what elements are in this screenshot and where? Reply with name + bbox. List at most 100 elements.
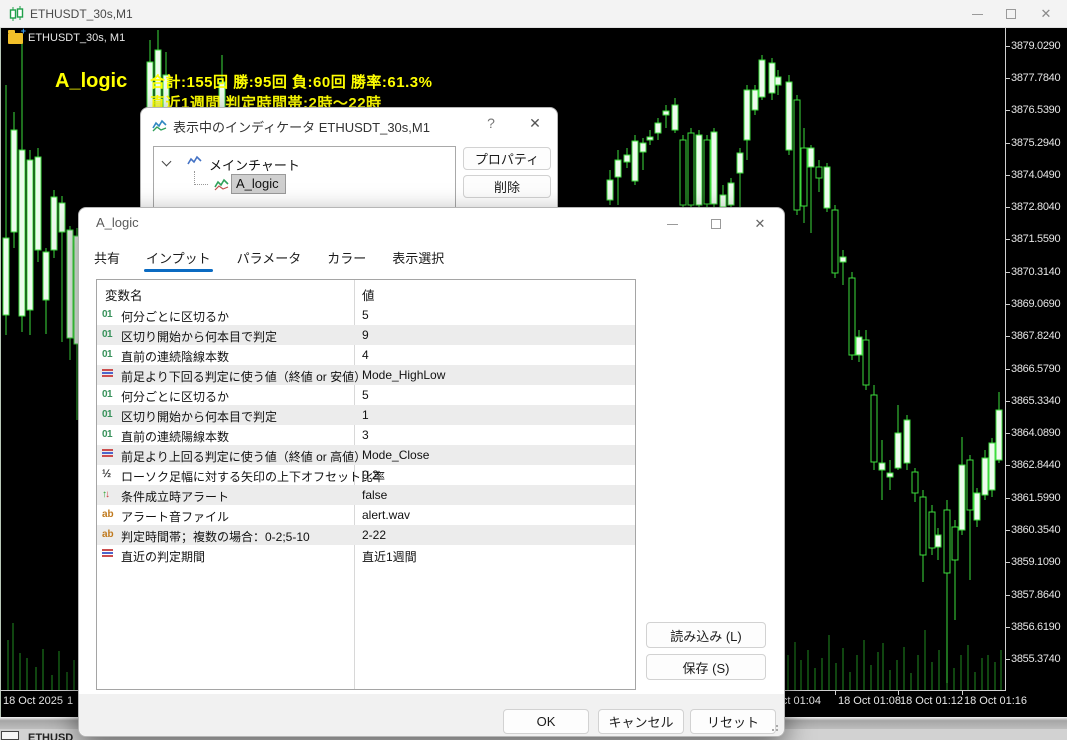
price-tick — [1005, 336, 1010, 337]
time-axis-label: 18 Oct 01:08 — [838, 695, 901, 707]
param-value[interactable]: alert.wav — [362, 508, 411, 522]
param-name: 直前の連続陰線本数 — [121, 350, 230, 364]
chart-tab-button[interactable] — [1, 731, 19, 740]
table-row[interactable]: 01 直前の連続陰線本数 4 — [97, 345, 635, 365]
chart-symbol-label: ETHUSDT_30s, M1 — [28, 32, 126, 44]
param-value[interactable]: 4 — [362, 348, 369, 362]
load-button[interactable]: 読み込み (L) — [646, 622, 766, 648]
indicator-dialog-icon — [152, 118, 168, 137]
param-value[interactable]: Mode_HighLow — [362, 368, 446, 382]
table-row[interactable]: 01 直前の連続陽線本数 3 — [97, 425, 635, 445]
price-axis-label: 3877.7840 — [1011, 72, 1061, 84]
window-maximize-button[interactable] — [994, 0, 1028, 28]
param-name: 条件成立時アラート — [121, 490, 230, 504]
tab-3[interactable]: カラー — [327, 251, 367, 266]
bool-param-icon: ↑↓ — [102, 489, 110, 500]
tab-4[interactable]: 表示選択 — [392, 251, 445, 266]
double-param-icon: ½ — [102, 468, 112, 480]
price-axis-label: 3872.8040 — [1011, 201, 1061, 213]
price-tick — [1005, 78, 1010, 79]
resize-grip[interactable] — [768, 721, 778, 731]
chevron-down-icon[interactable] — [161, 156, 172, 167]
price-axis-label: 3865.3340 — [1011, 395, 1061, 407]
param-value[interactable]: Mode_Close — [362, 448, 430, 462]
table-row[interactable]: 前足より上回る判定に使う値（終値 or 高値） Mode_Close — [97, 445, 635, 465]
integer-param-icon: 01 — [102, 389, 113, 400]
price-tick — [1005, 110, 1010, 111]
param-name: 何分ごとに区切るか — [121, 390, 230, 404]
param-value[interactable]: 5 — [362, 308, 369, 322]
time-tick — [835, 691, 836, 695]
param-name: 前足より上回る判定に使う値（終値 or 高値） — [121, 450, 367, 464]
dialog-maximize-button[interactable] — [701, 212, 731, 236]
table-row[interactable]: 01 何分ごとに区切るか 5 — [97, 305, 635, 325]
string-param-icon: ab — [102, 509, 114, 520]
tree-connector — [194, 171, 208, 185]
price-axis-label: 3875.2940 — [1011, 137, 1061, 149]
table-row[interactable]: 01 区切り開始から何本目で判定 1 — [97, 405, 635, 425]
price-axis-label: 3859.1090 — [1011, 556, 1061, 568]
header-value: 値 — [362, 289, 375, 303]
save-button[interactable]: 保存 (S) — [646, 654, 766, 680]
properties-dialog-title[interactable]: A_logic — [96, 215, 139, 230]
enum-param-icon — [102, 548, 117, 561]
price-axis-label: 3876.5390 — [1011, 104, 1061, 116]
dialog-minimize-button[interactable] — [657, 212, 687, 236]
indicator-dialog-close-button[interactable]: ✕ — [529, 115, 541, 131]
indicator-dialog-title[interactable]: 表示中のインディケータ ETHUSDT_30s,M1 — [173, 120, 430, 135]
tree-item-a-logic[interactable]: A_logic — [231, 174, 286, 194]
param-name: 区切り開始から何本目で判定 — [121, 410, 278, 424]
table-row[interactable]: ½ ローソク足幅に対する矢印の上下オフセット比率 0.2 — [97, 465, 635, 485]
folder-icon — [8, 26, 26, 44]
price-tick — [1005, 659, 1010, 660]
price-tick — [1005, 562, 1010, 563]
time-tick — [962, 691, 963, 695]
table-row[interactable]: 前足より下回る判定に使う値（終値 or 安値） Mode_HighLow — [97, 365, 635, 385]
integer-param-icon: 01 — [102, 349, 113, 360]
tree-item-main-chart[interactable]: メインチャート — [209, 158, 300, 173]
param-value[interactable]: 直近1週間 — [362, 550, 417, 564]
delete-button[interactable]: 削除 — [463, 175, 551, 198]
param-value[interactable]: 9 — [362, 328, 369, 342]
table-row[interactable]: ab 判定時間帯；複数の場合：0-2;5-10 2-22 — [97, 525, 635, 545]
reset-button[interactable]: リセット — [690, 709, 776, 734]
dialog-tabs: 共有 インプット パラメータ カラー 表示選択 — [94, 248, 444, 272]
cancel-button[interactable]: キャンセル — [598, 709, 684, 734]
price-axis-label: 3856.6190 — [1011, 621, 1061, 633]
table-row[interactable]: 直近の判定期間 直近1週間 — [97, 545, 635, 565]
candlestick-chart[interactable] — [0, 28, 1005, 691]
price-tick — [1005, 401, 1010, 402]
properties-button[interactable]: プロパティ — [463, 147, 551, 170]
table-row[interactable]: ab アラート音ファイル alert.wav — [97, 505, 635, 525]
param-value[interactable]: 5 — [362, 388, 369, 402]
column-divider[interactable] — [354, 280, 355, 689]
time-tick — [898, 691, 899, 695]
tab-0[interactable]: 共有 — [94, 251, 121, 266]
param-value[interactable]: 2-22 — [362, 528, 387, 542]
window-minimize-button[interactable] — [960, 0, 994, 28]
price-axis-label: 3860.3540 — [1011, 524, 1061, 536]
param-value[interactable]: false — [362, 488, 388, 502]
param-value[interactable]: 0.2 — [362, 468, 379, 482]
table-row[interactable]: ↑↓ 条件成立時アラート false — [97, 485, 635, 505]
properties-dialog: A_logic ✕ 共有 インプット パラメータ カラー 表示選択 変数名 値 01 何分… — [78, 207, 785, 737]
help-button[interactable]: ? — [487, 115, 495, 131]
chart-tab-label[interactable]: ETHUSD — [28, 732, 74, 740]
price-tick — [1005, 175, 1010, 176]
chart-symbol-row: ETHUSDT_30s, M1 — [8, 26, 126, 44]
param-value[interactable]: 1 — [362, 408, 369, 422]
table-row[interactable]: 01 何分ごとに区切るか 5 — [97, 385, 635, 405]
parameters-table[interactable]: 変数名 値 01 何分ごとに区切るか 5 01 区切り開始から何本目で判定 9 01 直前の連… — [96, 279, 636, 690]
app-candlestick-icon — [8, 6, 24, 27]
dialog-close-button[interactable]: ✕ — [754, 216, 766, 231]
ok-button[interactable]: OK — [503, 709, 589, 734]
param-name: 判定時間帯；複数の場合：0-2;5-10 — [121, 530, 310, 544]
window-titlebar[interactable]: ETHUSDT_30s,M1 ✕ — [0, 0, 1067, 28]
window-close-button[interactable]: ✕ — [1040, 6, 1052, 21]
price-axis-label: 3870.3140 — [1011, 266, 1061, 278]
tab-active-1[interactable]: インプット — [144, 248, 213, 272]
param-name: 直近の判定期間 — [121, 550, 206, 564]
table-row[interactable]: 01 区切り開始から何本目で判定 9 — [97, 325, 635, 345]
tab-2[interactable]: パラメータ — [236, 251, 302, 266]
param-value[interactable]: 3 — [362, 428, 369, 442]
